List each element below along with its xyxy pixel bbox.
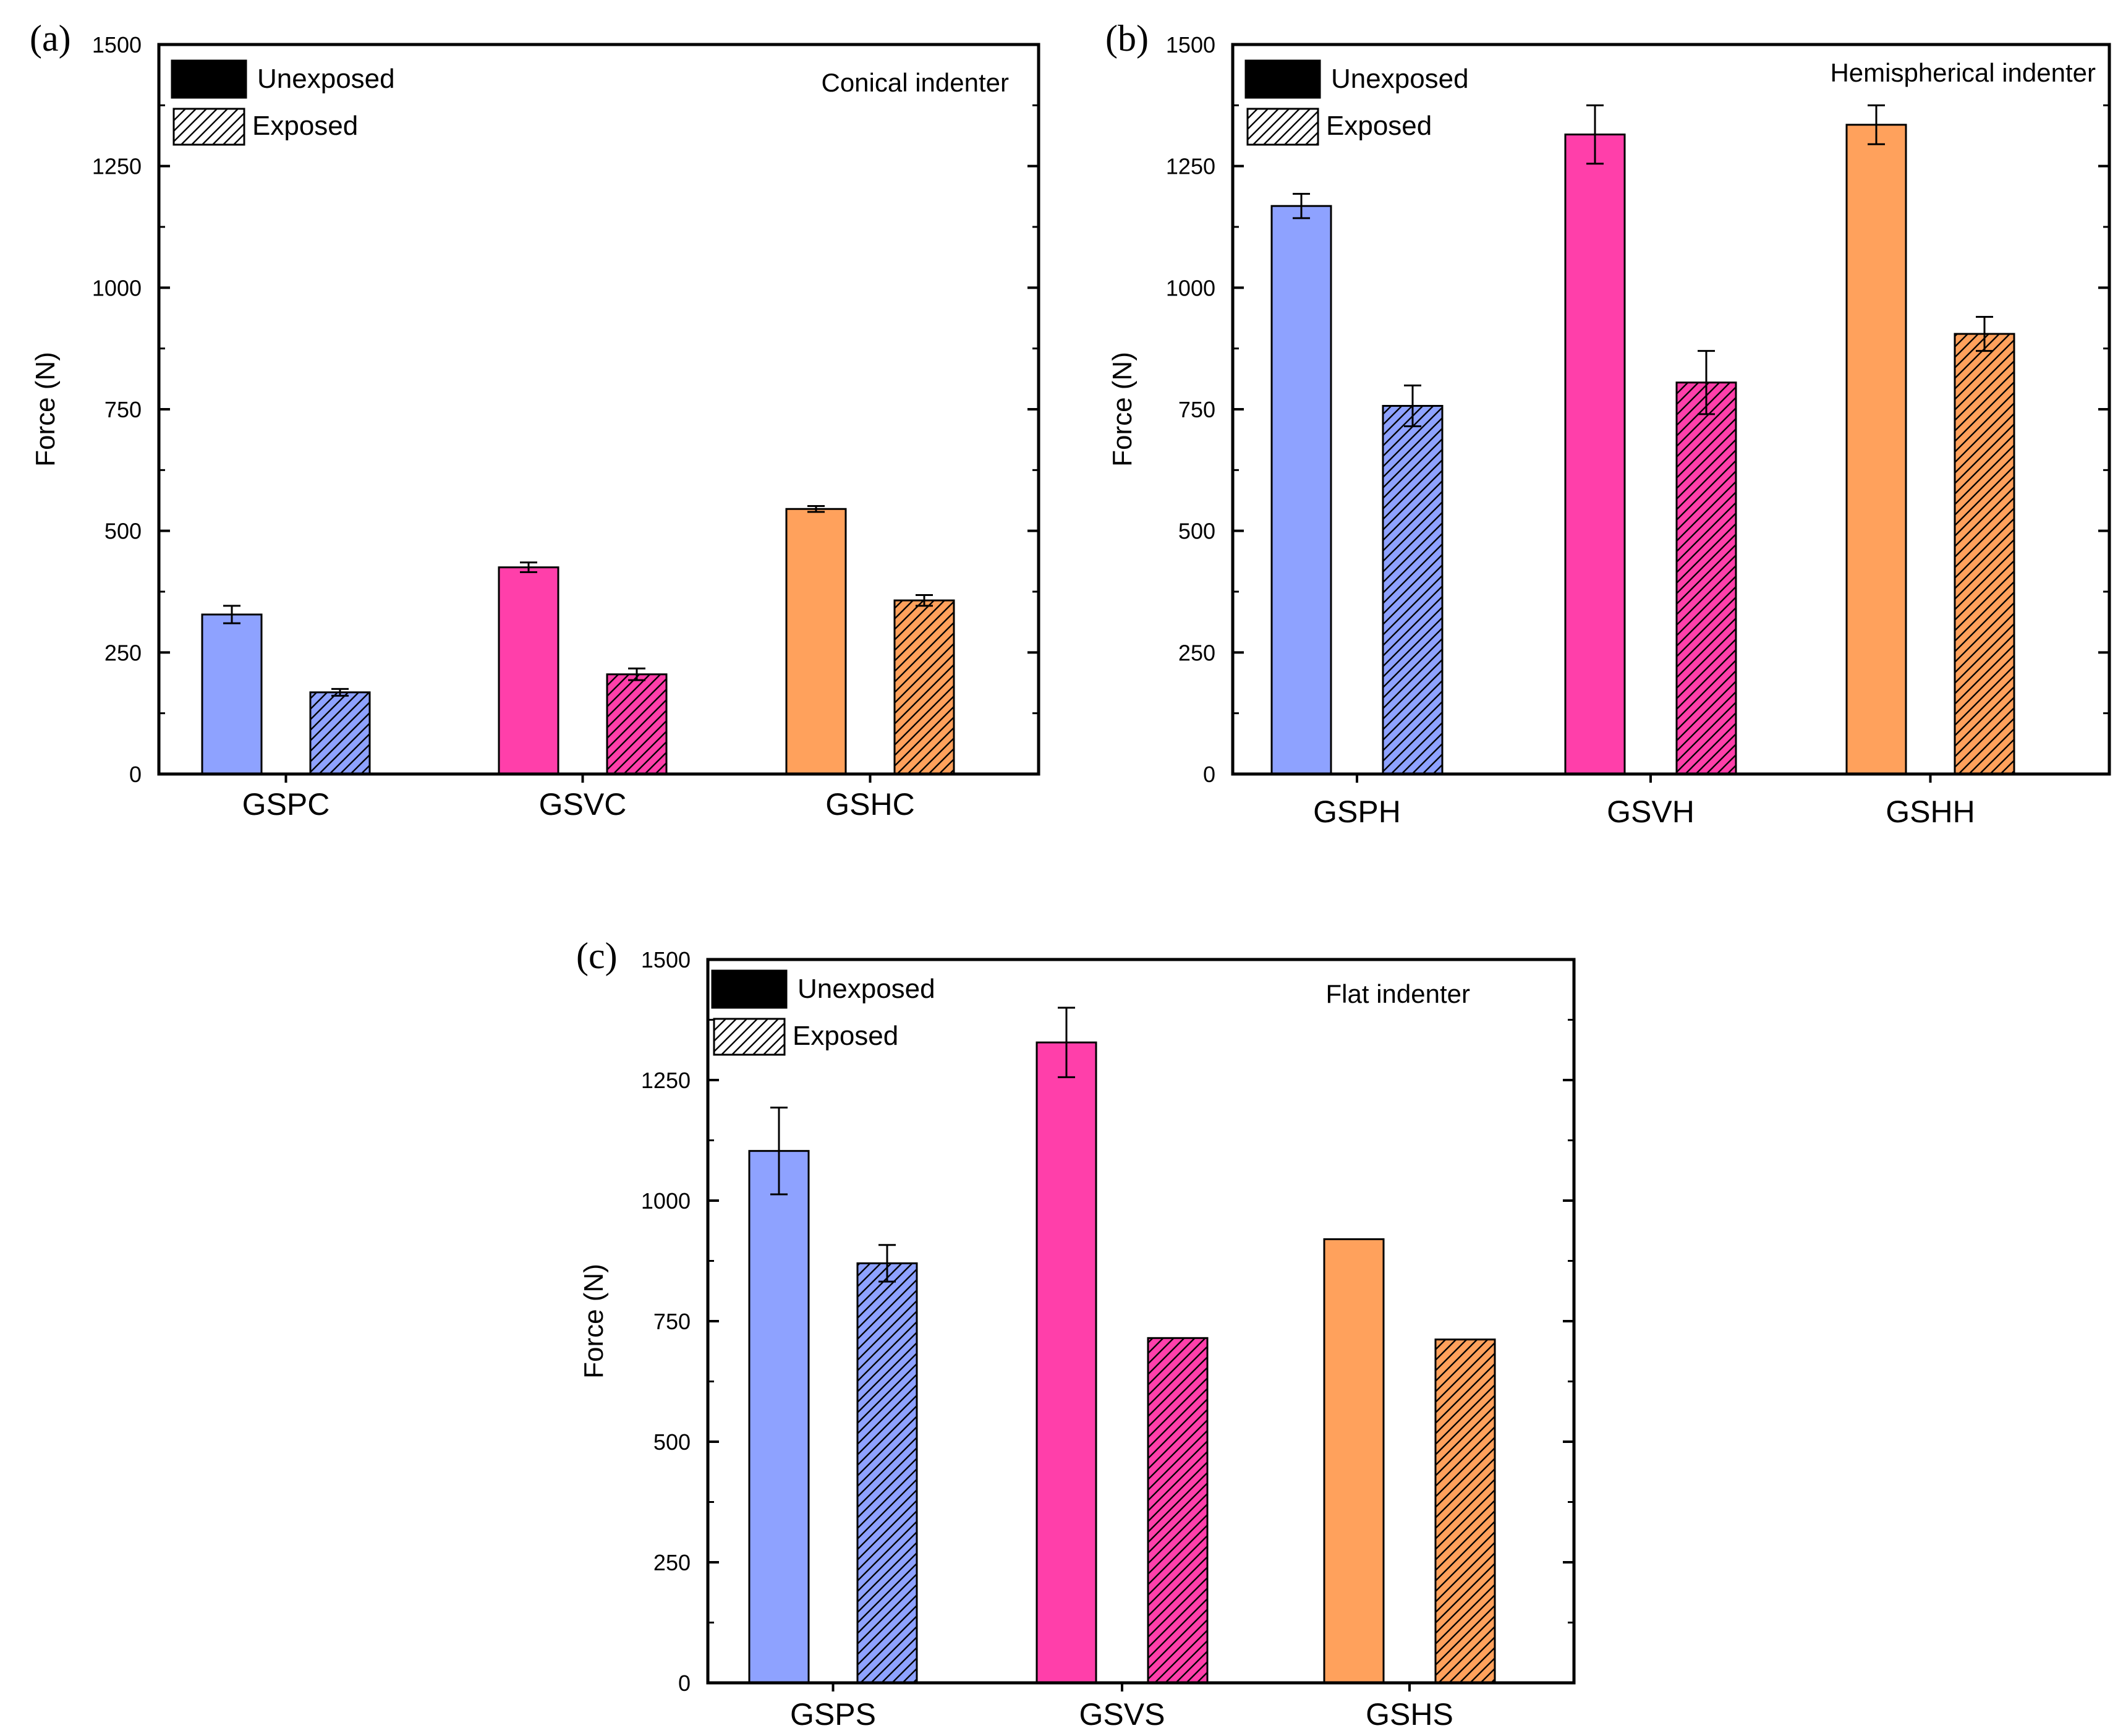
legend-swatch-exposed [1246,108,1319,146]
bar-gsph-exposed [1382,404,1444,775]
y-tick-label: 250 [104,640,142,665]
error-bar-gsvh-exposed [1698,350,1715,415]
error-bar-gshc-unexposed [807,505,825,513]
y-tick-label: 1250 [641,1068,691,1093]
legend-swatch-exposed [713,1018,786,1056]
legend-swatch-exposed [172,108,245,146]
y-tick-label: 1500 [641,947,691,972]
bar-gsph-unexposed [1270,205,1332,775]
error-bar-gsvs-unexposed [1058,1006,1075,1078]
bar-gshh-unexposed [1845,124,1907,775]
bar-gshc-unexposed [785,508,847,775]
category-label: GSHC [825,787,914,822]
y-tick-label: 750 [104,397,142,422]
category-label: GSPS [790,1697,876,1732]
y-axis-title: Force (N) [579,1264,609,1379]
y-axis-title: Force (N) [30,352,61,467]
category-label: GSVH [1607,794,1695,829]
chart-panel-b: 0 250 500 750 1000 1250 1500 GSPH GSVH GSHH Force … [1105,18,2111,829]
legend-label-unexposed: Unexposed [257,64,395,94]
error-bar-gspc-unexposed [223,605,240,624]
error-bar-gshh-exposed [1976,316,1993,352]
y-tick-label: 1250 [1166,154,1215,179]
indenter-annotation: Conical indenter [821,68,1009,97]
legend: Unexposed Exposed [711,969,935,1056]
legend-label-exposed: Exposed [793,1021,898,1051]
category-label: GSPH [1313,794,1401,829]
y-tick-label: 500 [653,1429,691,1455]
y-tick-label: 500 [104,519,142,544]
legend: Unexposed Exposed [171,59,395,146]
error-bar-gshh-unexposed [1868,104,1885,145]
legend: Unexposed Exposed [1244,59,1469,146]
legend-swatch-unexposed [1244,59,1321,99]
chart-panel-a: 0 250 500 750 1000 1250 1500 GSPC GSVC GSHC Force … [30,18,1040,822]
bar-gsvs-unexposed [1036,1041,1097,1684]
y-tick-label: 1500 [1166,32,1215,57]
error-bar-gsvc-exposed [628,667,645,681]
bar-gsvs-exposed [1147,1337,1209,1684]
bar-gspc-exposed [309,691,371,775]
legend-label-exposed: Exposed [1326,111,1432,141]
bar-gshh-exposed [1954,333,2015,775]
category-label: GSVC [539,787,627,822]
bar-gsvc-exposed [606,673,668,775]
error-bar-gsvc-unexposed [520,561,537,574]
y-tick-label: 1500 [92,32,142,57]
legend-swatch-unexposed [711,969,788,1009]
y-tick-label: 1000 [1166,275,1215,300]
y-tick-label: 1250 [92,154,142,179]
category-label: GSHH [1886,794,1975,829]
bar-gsvc-unexposed [498,566,559,775]
legend-swatch-unexposed [171,59,247,99]
y-tick-label: 500 [1178,519,1215,544]
error-bar-gshc-exposed [916,594,933,607]
error-bar-gsps-unexposed [770,1106,788,1196]
indenter-annotation: Hemispherical indenter [1830,58,2096,87]
bar-gsps-unexposed [748,1150,810,1684]
bar-gshs-exposed [1434,1338,1496,1684]
legend-label-exposed: Exposed [252,111,358,141]
y-axis-title: Force (N) [1107,352,1138,467]
y-tick-label: 250 [653,1550,691,1575]
bar-gsvh-unexposed [1564,134,1626,775]
error-bar-gspc-exposed [331,687,349,697]
error-bar-gsph-unexposed [1293,193,1310,219]
legend-label-unexposed: Unexposed [797,974,935,1004]
error-bar-gsph-exposed [1404,384,1421,428]
category-label: GSHS [1366,1697,1453,1732]
error-bar-gsps-exposed [878,1244,896,1283]
legend-label-unexposed: Unexposed [1331,64,1469,94]
category-label: GSPC [242,787,330,822]
y-tick-label: 0 [129,762,142,787]
bar-gsvh-exposed [1675,381,1737,775]
error-bar-gsvh-unexposed [1586,104,1604,165]
bar-gshc-exposed [893,599,955,775]
bar-gspc-unexposed [201,613,263,775]
y-tick-label: 750 [1178,397,1215,422]
y-tick-label: 1000 [92,275,142,300]
y-tick-label: 1000 [641,1188,691,1214]
y-tick-label: 0 [1203,762,1215,787]
bar-gsps-exposed [856,1262,918,1684]
chart-panel-c: 0 250 500 750 1000 1250 1500 GSPS GSVS GSHS Force … [576,935,1576,1732]
category-label: GSVS [1079,1697,1165,1732]
y-tick-label: 250 [1178,640,1215,665]
bar-gshs-unexposed [1323,1238,1385,1684]
panel-label: (a) [30,18,71,59]
y-tick-label: 0 [678,1670,691,1696]
panel-label: (c) [576,935,618,976]
panel-label: (b) [1105,18,1149,59]
y-tick-label: 750 [653,1309,691,1334]
indenter-annotation: Flat indenter [1326,979,1470,1008]
